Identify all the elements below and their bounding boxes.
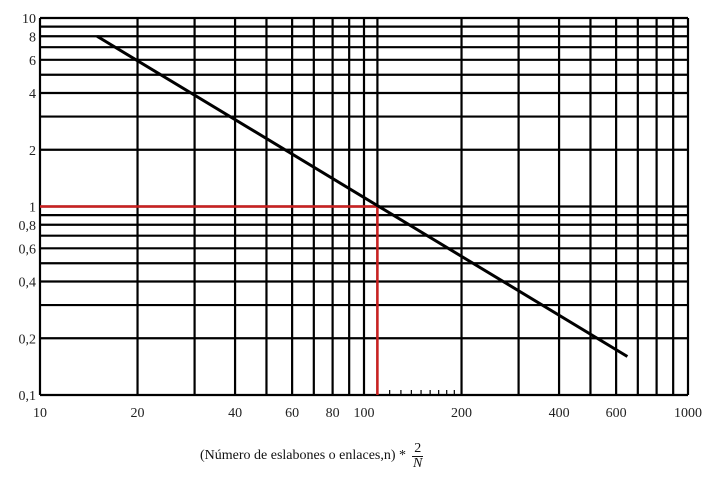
x-tick-label: 10 bbox=[33, 406, 47, 421]
y-tick-label: 6 bbox=[29, 54, 36, 69]
series-line bbox=[96, 34, 629, 358]
y-tick-label: 0,6 bbox=[19, 242, 37, 257]
x-tick-label: 1000 bbox=[674, 406, 702, 421]
series-layer bbox=[96, 34, 629, 358]
y-tick-label: 4 bbox=[29, 87, 36, 102]
x-tick-label: 40 bbox=[228, 406, 242, 421]
y-tick-label: 8 bbox=[29, 30, 36, 45]
y-tick-label: 0,4 bbox=[19, 276, 37, 291]
x-tick-label: 200 bbox=[451, 406, 472, 421]
y-tick-label: 0,1 bbox=[19, 389, 37, 404]
x-tick-label: 100 bbox=[354, 406, 375, 421]
x-tick-label: 20 bbox=[131, 406, 145, 421]
x-axis-label: (Número de eslabones o enlaces,n) * 2 N bbox=[200, 436, 424, 476]
x-tick-label: 80 bbox=[326, 406, 340, 421]
x-axis-label-fraction: 2 N bbox=[411, 440, 424, 471]
x-tick-label: 400 bbox=[549, 406, 570, 421]
x-tick-labels: 10 20 40 60 80 100 200 400 600 1000 bbox=[33, 406, 702, 421]
y-tick-label: 0,2 bbox=[19, 332, 37, 347]
x-tick-label: 600 bbox=[606, 406, 627, 421]
y-tick-label: 0,8 bbox=[19, 219, 37, 234]
y-tick-labels: 10 8 6 4 2 1 0,8 0,6 0,4 0,2 0,1 bbox=[19, 12, 37, 404]
y-tick-label: 2 bbox=[29, 144, 36, 159]
x-tick-label: 60 bbox=[285, 406, 299, 421]
y-tick-label: 1 bbox=[29, 201, 36, 216]
grid bbox=[38, 16, 690, 397]
x-axis-label-text: (Número de eslabones o enlaces,n) * bbox=[200, 448, 407, 463]
fraction-denominator: N bbox=[413, 455, 423, 471]
fraction-numerator: 2 bbox=[412, 440, 424, 457]
y-tick-label: 10 bbox=[22, 12, 36, 27]
